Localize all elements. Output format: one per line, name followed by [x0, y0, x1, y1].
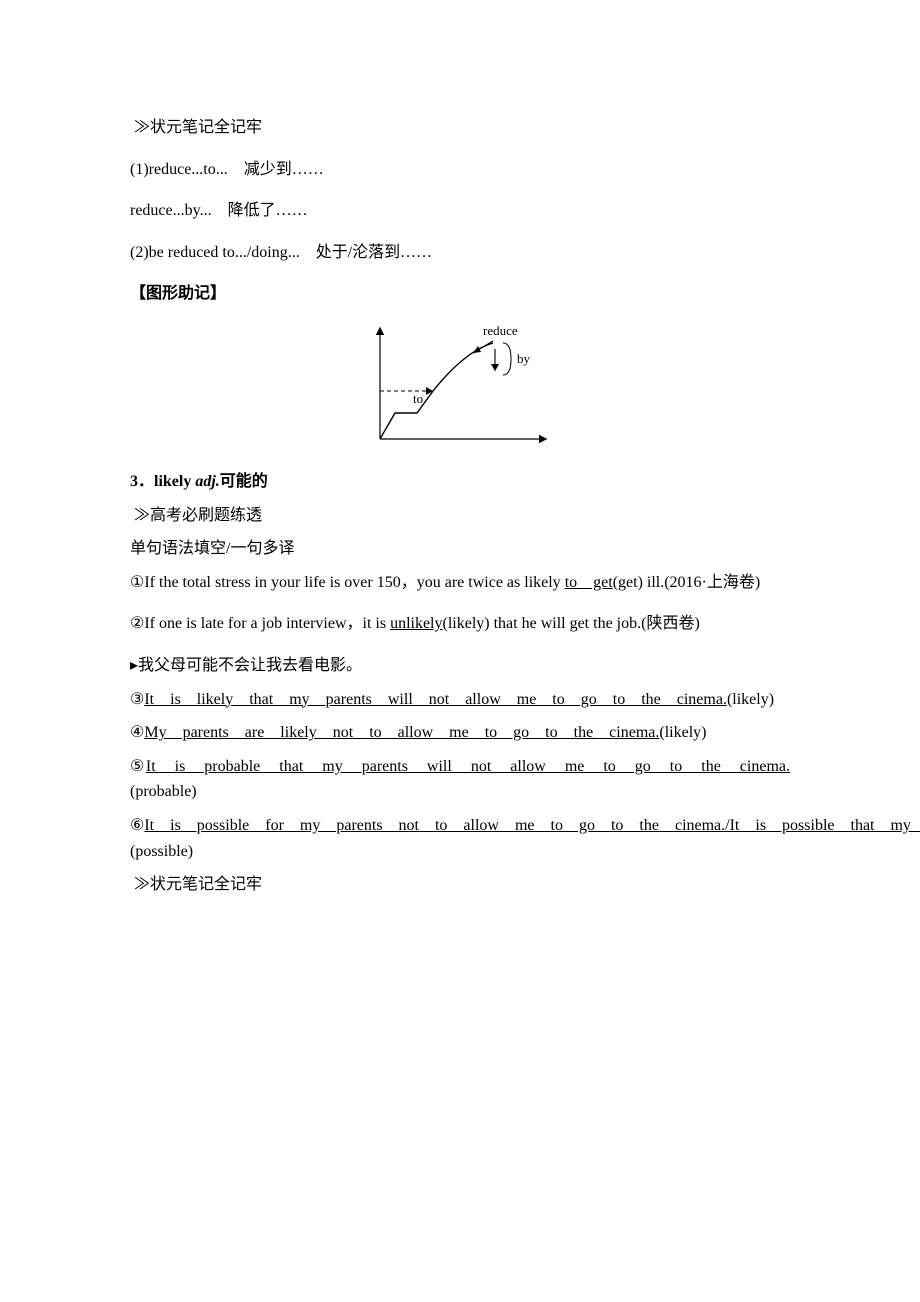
marker-1: ①: [130, 574, 144, 591]
question-2: ②If one is late for a job interview，it i…: [130, 611, 790, 637]
q3-answer: It is likely that my parents will not al…: [144, 691, 727, 708]
q4-answer: My parents are likely not to allow me to…: [144, 724, 659, 741]
marker-5: ⑤: [130, 758, 146, 775]
item-3-pos: adj.: [195, 473, 219, 490]
exercise-sub: 单句语法填空/一句多译: [130, 536, 790, 562]
question-1: ①If the total stress in your life is ove…: [130, 570, 790, 596]
notes-header: ≫状元笔记全记牢: [134, 115, 790, 141]
question-4: ④My parents are likely not to allow me t…: [130, 720, 790, 746]
marker-4: ④: [130, 724, 144, 741]
reduce-usage-3: (2)be reduced to.../doing... 处于/沦落到……: [130, 240, 790, 266]
diagram-label-by: by: [517, 351, 531, 366]
q5-suffix: (probable): [130, 783, 197, 800]
q1-text-before: If the total stress in your life is over…: [144, 574, 564, 591]
question-5: ⑤It is probable that my parents will not…: [130, 754, 790, 805]
q2-text-before: If one is late for a job interview，it is: [144, 615, 390, 632]
q2-text-after: (likely) that he will get the job.(陕西卷): [443, 615, 700, 632]
q1-answer: to get: [565, 574, 613, 591]
diagram-label-reduce: reduce: [483, 323, 518, 338]
q6-suffix: (possible): [130, 843, 193, 860]
reduce-usage-1: (1)reduce...to... 减少到……: [130, 157, 790, 183]
item-3-num: 3．likely: [130, 473, 195, 490]
q3-suffix: (likely): [727, 691, 774, 708]
exercise-header: ≫高考必刷题练透: [134, 503, 790, 529]
diagram-container: reduce by to: [130, 321, 790, 451]
translation-prompt: ▸我父母可能不会让我去看电影。: [130, 653, 790, 679]
q1-text-after: (get) ill.(2016·上海卷): [613, 574, 761, 591]
question-3: ③It is likely that my parents will not a…: [130, 687, 790, 713]
q2-answer: unlikely: [390, 615, 442, 632]
reduce-usage-2: reduce...by... 降低了……: [130, 198, 790, 224]
marker-6: ⑥: [130, 817, 144, 834]
diagram-label-to: to: [413, 391, 423, 406]
q4-suffix: (likely): [659, 724, 706, 741]
reduce-diagram: reduce by to: [355, 321, 565, 451]
item-3-def: 可能的: [220, 473, 268, 490]
question-6: ⑥It is possible for my parents not to al…: [130, 813, 790, 864]
marker-3: ③: [130, 691, 144, 708]
notes-header-2: ≫状元笔记全记牢: [134, 872, 790, 898]
marker-2: ②: [130, 615, 144, 632]
diagram-heading: 【图形助记】: [130, 281, 790, 307]
q6-answer: It is possible for my parents not to all…: [144, 817, 920, 834]
q5-answer: It is probable that my parents will not …: [146, 758, 790, 775]
item-3-heading: 3．likely adj.可能的: [130, 469, 790, 495]
